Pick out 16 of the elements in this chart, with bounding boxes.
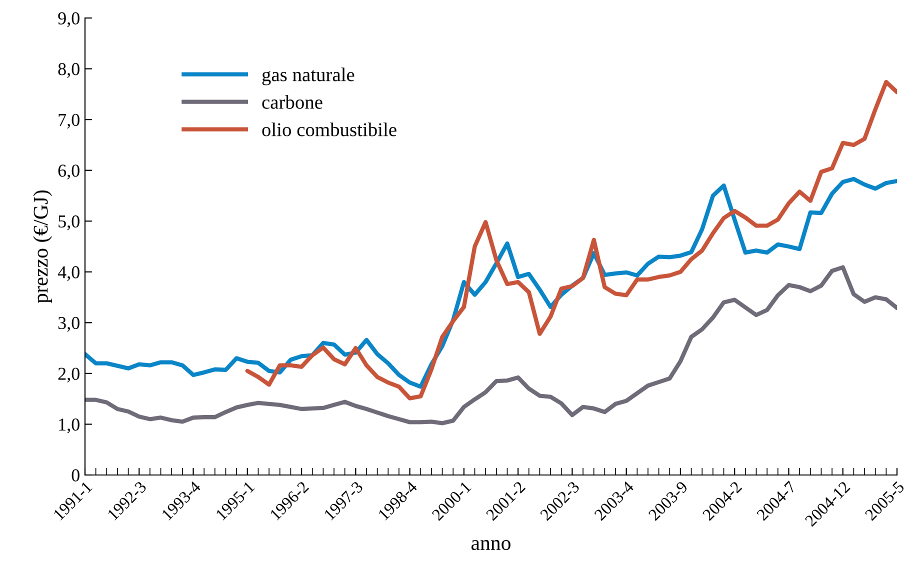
y-tick-label: 3,0 <box>58 316 80 332</box>
y-tick-label: 6,0 <box>58 164 80 180</box>
y-tick-label: 2,0 <box>58 368 80 382</box>
line-series <box>85 265 897 426</box>
y-tick-label: 8,0 <box>58 63 80 78</box>
y-tick-label: 7,0 <box>58 114 80 129</box>
y-tick-label: 9,0 <box>58 12 80 28</box>
legend-label: olio combustibile <box>262 122 396 136</box>
y-tick-label: 4,0 <box>58 266 80 281</box>
y-axis-title: prezzo (€/GJ) <box>33 190 52 304</box>
legend-label: gas naturale <box>262 68 354 86</box>
legend-label: carbone <box>262 95 322 109</box>
y-tick-label: 5,0 <box>58 215 80 230</box>
y-tick-label: 0 <box>72 469 80 482</box>
x-axis-title: anno <box>471 540 510 550</box>
y-tick-label: 1,0 <box>59 418 80 434</box>
